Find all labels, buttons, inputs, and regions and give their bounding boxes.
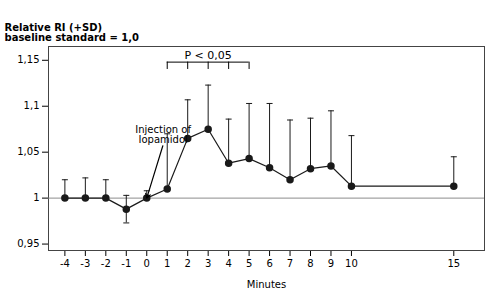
svg-text:1: 1 xyxy=(164,258,170,269)
svg-text:8: 8 xyxy=(307,258,313,269)
svg-text:1,1: 1,1 xyxy=(24,100,40,111)
svg-text:10: 10 xyxy=(345,258,358,269)
svg-text:2: 2 xyxy=(185,258,191,269)
svg-text:1,15: 1,15 xyxy=(17,54,39,65)
svg-text:9: 9 xyxy=(328,258,334,269)
svg-text:-2: -2 xyxy=(101,258,111,269)
svg-text:Relative RI (+SD)baseline stan: Relative RI (+SD)baseline standard = 1,0 xyxy=(5,22,140,43)
svg-text:4: 4 xyxy=(225,258,231,269)
svg-text:1,05: 1,05 xyxy=(17,146,39,157)
svg-text:7: 7 xyxy=(287,258,293,269)
svg-text:-1: -1 xyxy=(121,258,131,269)
svg-text:6: 6 xyxy=(266,258,272,269)
svg-text:Injection ofIopamidol: Injection ofIopamidol xyxy=(135,124,191,145)
svg-text:0,95: 0,95 xyxy=(17,238,39,249)
svg-text:15: 15 xyxy=(447,258,460,269)
svg-text:-3: -3 xyxy=(80,258,90,269)
svg-text:5: 5 xyxy=(246,258,252,269)
svg-text:P < 0,05: P < 0,05 xyxy=(184,49,231,62)
svg-text:Minutes: Minutes xyxy=(247,279,286,290)
svg-text:-4: -4 xyxy=(60,258,70,269)
svg-text:1: 1 xyxy=(33,192,39,203)
svg-text:0: 0 xyxy=(144,258,150,269)
svg-text:3: 3 xyxy=(205,258,211,269)
